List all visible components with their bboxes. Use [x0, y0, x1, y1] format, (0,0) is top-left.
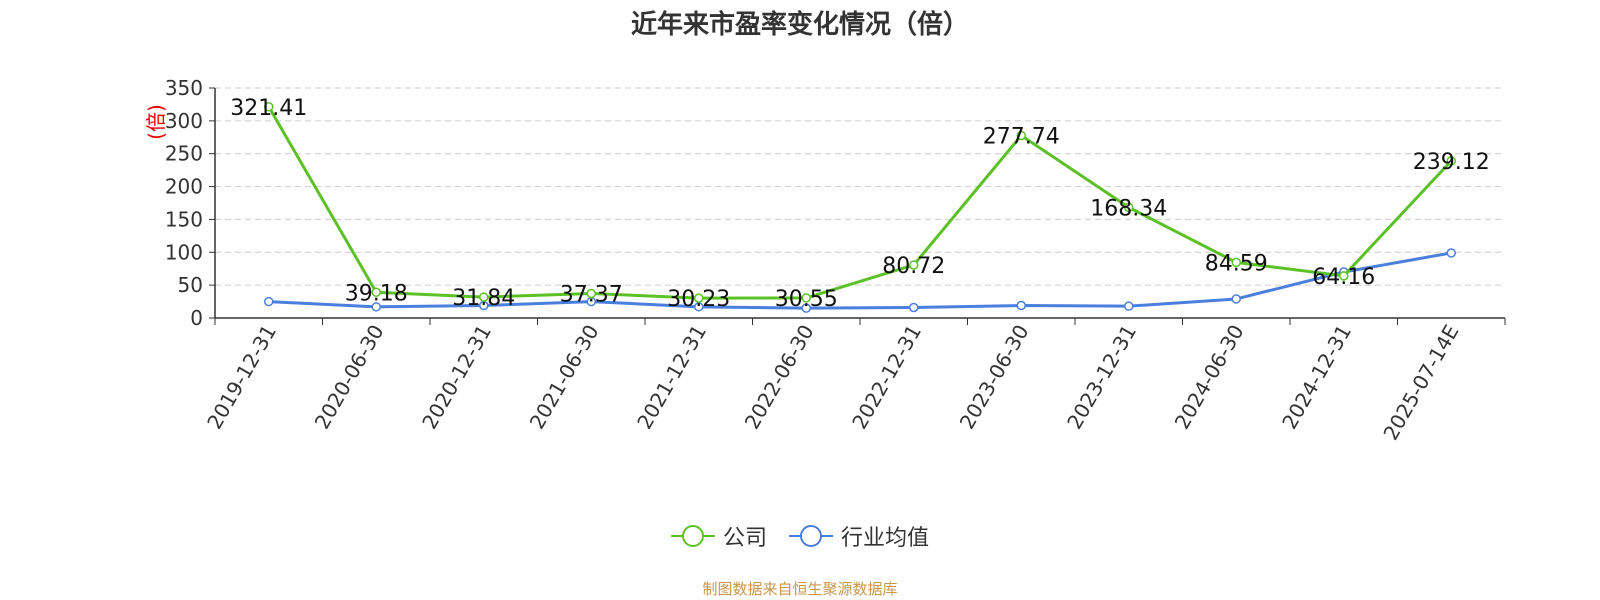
legend-line-circle-icon: [670, 525, 715, 547]
y-tick-label: 150: [165, 207, 203, 231]
data-label: 84.59: [1205, 251, 1268, 276]
source-note: 制图数据来自恒生聚源数据库: [702, 580, 898, 598]
x-tick-label: 2023-06-30: [955, 321, 1034, 434]
legend-label-company: 公司: [722, 526, 767, 551]
x-tick-label: 2020-06-30: [310, 321, 389, 434]
data-point: [1446, 248, 1456, 258]
legend-label-industry-average: 行业均值: [841, 526, 930, 551]
x-tick-label: 2019-12-31: [202, 321, 281, 434]
y-tick-label: 50: [178, 273, 203, 297]
data-point: [909, 260, 919, 270]
data-point: [801, 293, 811, 303]
data-point: [371, 302, 381, 312]
y-tick-label: 200: [165, 175, 203, 199]
x-tick-label: 2020-12-31: [417, 321, 496, 434]
data-point: [1016, 130, 1026, 141]
x-tick-label: 2022-06-30: [740, 321, 819, 434]
data-point: [1124, 301, 1134, 311]
series-line-1: [268, 251, 1452, 310]
y-tick-label: 250: [165, 142, 203, 166]
chart-title: 近年来市盈率变化情况（倍）: [630, 10, 969, 40]
data-point: [264, 296, 274, 307]
x-tick-label: 2021-06-30: [525, 321, 604, 434]
legend-item-industry-average[interactable]: 行业均值: [789, 520, 929, 552]
data-point: [1231, 294, 1241, 304]
legend-line-circle-icon: [789, 525, 833, 547]
data-label: 64.16: [1312, 265, 1375, 290]
data-label: 239.12: [1413, 150, 1490, 175]
data-point: [801, 303, 811, 313]
data-point: [694, 293, 704, 303]
y-axis-label: (倍): [144, 104, 168, 140]
x-tick-label: 2024-12-31: [1277, 321, 1356, 434]
line-chart: 0 50 100 150 200 250 300 350 2019-12-31 2020-06-3…: [144, 76, 1506, 445]
y-tick-label: 100: [165, 240, 203, 264]
data-labels: 321.41 39.18 31.84 37.37 30.23 30.55 80.72 277.…: [230, 96, 1489, 312]
series: [264, 102, 1456, 313]
gridlines: [215, 87, 1505, 286]
y-tick-label: 350: [165, 76, 203, 100]
data-label: 321.41: [230, 96, 307, 121]
data-label: 39.18: [345, 281, 408, 306]
x-tick-label: 2024-06-30: [1170, 321, 1249, 434]
data-label: 30.55: [775, 287, 838, 312]
y-tick-label: 300: [165, 109, 203, 133]
axes: 0 50 100 150 200 250 300 350 2019-12-31 2020-06-3…: [165, 76, 1506, 445]
y-tick-label: 0: [190, 306, 203, 330]
legend-item-company[interactable]: 公司: [670, 520, 767, 552]
data-point: [1124, 202, 1134, 213]
data-label: 37.37: [560, 282, 623, 307]
data-point: [586, 288, 596, 299]
data-label: 31.84: [452, 286, 515, 311]
data-label: 80.72: [882, 254, 945, 279]
data-point: [264, 102, 274, 112]
data-point: [1016, 300, 1026, 311]
x-tick-label: 2021-12-31: [632, 321, 711, 434]
data-point: [479, 292, 489, 302]
data-point: [909, 302, 919, 313]
legend: 公司 行业均值: [0, 520, 1600, 552]
x-tick-label: 2023-12-31: [1062, 321, 1141, 434]
series-line-0: [267, 106, 1453, 300]
data-point: [1446, 156, 1456, 166]
data-label: 30.23: [667, 287, 730, 312]
data-point: [1231, 257, 1241, 268]
data-label: 277.74: [983, 124, 1060, 149]
x-tick-label: 2022-12-31: [847, 321, 926, 434]
data-label: 168.34: [1090, 196, 1167, 221]
data-point: [1339, 271, 1349, 281]
data-point: [371, 287, 381, 298]
x-tick-label: 2025-07-14E: [1378, 321, 1463, 445]
